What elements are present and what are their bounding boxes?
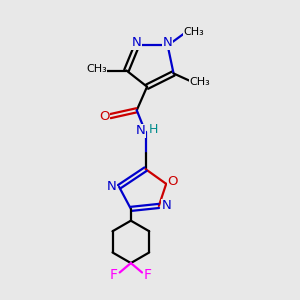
Text: N: N [163,36,172,49]
Text: H: H [149,124,158,136]
Text: N: N [161,200,171,212]
Text: CH₃: CH₃ [184,27,205,37]
Text: N: N [135,124,145,137]
Text: O: O [167,175,178,188]
Text: O: O [99,110,110,123]
Text: F: F [144,268,152,282]
Text: N: N [132,36,142,49]
Text: F: F [110,268,118,282]
Text: CH₃: CH₃ [86,64,107,74]
Text: CH₃: CH₃ [190,77,210,87]
Text: N: N [107,180,117,193]
